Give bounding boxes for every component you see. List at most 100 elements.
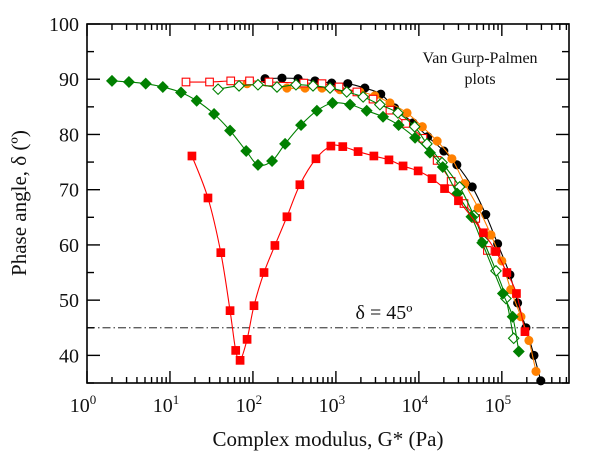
x-tick-base: 10 bbox=[485, 395, 505, 417]
data-point-diamond bbox=[208, 108, 221, 121]
data-point-diamond bbox=[139, 77, 152, 90]
data-point-circle bbox=[531, 366, 541, 376]
data-point-diamond bbox=[391, 106, 404, 119]
data-point-diamond bbox=[409, 131, 422, 144]
data-point-square bbox=[226, 76, 236, 86]
data-point-square bbox=[413, 166, 423, 176]
data-point-circle bbox=[402, 108, 412, 118]
data-point-circle bbox=[447, 154, 457, 164]
x-tick-base: 10 bbox=[153, 395, 173, 417]
data-point-square bbox=[203, 193, 213, 203]
data-point-diamond bbox=[344, 98, 357, 111]
data-point-diamond bbox=[436, 161, 449, 174]
y-tick-label: 90 bbox=[59, 69, 79, 91]
data-point-diamond bbox=[360, 104, 373, 117]
x-tick-base: 10 bbox=[319, 395, 339, 417]
data-point-diamond bbox=[271, 80, 283, 93]
data-point-diamond bbox=[310, 104, 323, 117]
data-point-square bbox=[249, 301, 259, 311]
data-point-diamond bbox=[340, 85, 353, 98]
x-tick-label: 102 bbox=[236, 392, 263, 417]
data-series bbox=[105, 73, 546, 386]
data-point-square bbox=[353, 147, 363, 156]
data-point-circle bbox=[473, 203, 483, 213]
data-point-diamond bbox=[190, 94, 203, 107]
data-point-square bbox=[270, 241, 280, 250]
x-tick-base: 10 bbox=[402, 395, 422, 417]
data-point-diamond bbox=[105, 74, 118, 87]
x-tick-exponent: 0 bbox=[90, 392, 97, 407]
data-point-circle bbox=[385, 98, 395, 108]
series-5-square-filled bbox=[187, 141, 530, 365]
data-point-circle bbox=[277, 73, 287, 83]
data-point-circle bbox=[467, 182, 477, 192]
x-tick-base: 10 bbox=[236, 395, 256, 417]
data-point-diamond bbox=[212, 83, 225, 96]
series-1-circle-filled bbox=[242, 79, 541, 376]
x-tick-label: 104 bbox=[402, 392, 429, 417]
data-point-diamond bbox=[156, 80, 169, 93]
data-point-diamond bbox=[324, 82, 337, 95]
axis-ticks bbox=[86, 23, 569, 384]
data-point-square bbox=[369, 151, 379, 161]
series-4-diamond-filled bbox=[105, 74, 525, 358]
data-point-square bbox=[205, 77, 214, 87]
data-point-square bbox=[326, 141, 336, 151]
data-point-square bbox=[440, 184, 449, 193]
data-point-square bbox=[311, 154, 321, 164]
x-tick-exponent: 1 bbox=[173, 392, 180, 407]
data-point-diamond bbox=[122, 76, 135, 88]
data-point-square bbox=[181, 77, 191, 87]
x-tick-exponent: 5 bbox=[505, 392, 512, 407]
x-axis-title: Complex modulus, G* (Pa) bbox=[213, 427, 444, 451]
data-point-diamond bbox=[251, 78, 264, 91]
series-line bbox=[247, 83, 537, 372]
data-point-diamond bbox=[233, 79, 246, 92]
data-point-diamond bbox=[307, 79, 320, 92]
annotation-line-2: plots bbox=[464, 71, 495, 88]
delta-45-label: δ = 45º bbox=[356, 302, 413, 324]
data-point-square bbox=[245, 76, 254, 86]
data-point-diamond bbox=[295, 119, 308, 132]
data-point-square bbox=[491, 247, 501, 256]
y-tick-label: 70 bbox=[59, 180, 79, 202]
data-point-diamond bbox=[512, 345, 525, 358]
y-tick-label: 80 bbox=[59, 124, 79, 146]
y-tick-label: 50 bbox=[59, 290, 79, 312]
data-point-square bbox=[427, 174, 437, 183]
y-tick-label: 60 bbox=[59, 235, 79, 257]
data-point-square bbox=[512, 289, 521, 298]
x-tick-label: 103 bbox=[319, 392, 346, 417]
annotation-line-1: Van Gurp-Palmen bbox=[422, 50, 537, 67]
data-point-diamond bbox=[251, 158, 264, 171]
data-point-square bbox=[317, 79, 327, 88]
data-point-circle bbox=[486, 230, 496, 240]
x-tick-exponent: 4 bbox=[422, 392, 429, 407]
data-point-diamond bbox=[373, 98, 386, 111]
data-point-diamond bbox=[266, 154, 279, 167]
data-point-square bbox=[231, 346, 241, 355]
x-tick-base: 10 bbox=[70, 395, 90, 417]
data-point-square bbox=[264, 77, 274, 87]
data-point-diamond bbox=[476, 236, 489, 249]
data-point-diamond bbox=[279, 137, 292, 150]
series-line bbox=[191, 144, 526, 362]
data-point-square bbox=[216, 248, 226, 258]
x-tick-exponent: 3 bbox=[339, 392, 346, 407]
y-axis-title: Phase angle, δ (º) bbox=[7, 130, 31, 276]
data-point-diamond bbox=[175, 86, 188, 99]
data-point-square bbox=[225, 306, 235, 315]
data-point-diamond bbox=[408, 120, 421, 133]
data-point-square bbox=[352, 87, 362, 97]
plot-frame bbox=[86, 23, 570, 384]
data-point-square bbox=[295, 180, 305, 190]
x-tick-label: 105 bbox=[485, 392, 512, 417]
data-point-diamond bbox=[224, 124, 237, 137]
data-point-square bbox=[242, 335, 252, 344]
data-point-square bbox=[259, 268, 269, 277]
data-point-square bbox=[384, 155, 394, 165]
reference-line-group: δ = 45º bbox=[87, 302, 569, 329]
data-point-diamond bbox=[377, 110, 390, 123]
